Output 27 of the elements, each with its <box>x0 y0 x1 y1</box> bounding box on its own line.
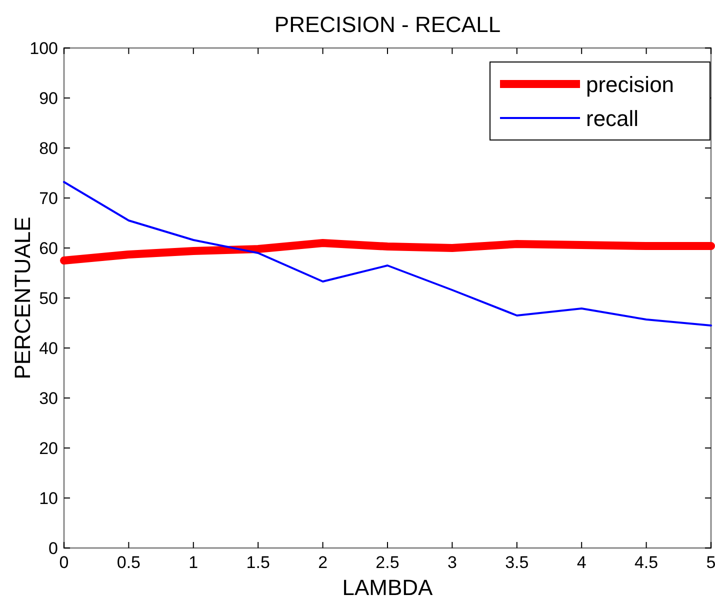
y-tick-label: 10 <box>39 489 58 508</box>
y-tick-label: 80 <box>39 139 58 158</box>
y-tick-label: 60 <box>39 239 58 258</box>
y-tick-label: 20 <box>39 439 58 458</box>
x-tick-label: 3 <box>447 553 457 572</box>
x-tick-label: 5 <box>706 553 715 572</box>
y-tick-label: 100 <box>30 39 58 58</box>
x-tick-label: 4.5 <box>634 553 658 572</box>
y-tick-label: 70 <box>39 189 58 208</box>
y-tick-label: 0 <box>48 539 58 558</box>
y-tick-label: 30 <box>39 389 58 408</box>
x-tick-label: 2 <box>318 553 328 572</box>
y-tick-label: 90 <box>39 89 58 108</box>
x-tick-label: 3.5 <box>505 553 529 572</box>
x-tick-label: 2.5 <box>376 553 400 572</box>
x-tick-label: 1 <box>188 553 198 572</box>
x-tick-label: 0.5 <box>116 553 141 572</box>
legend-label: recall <box>586 106 639 131</box>
line-series <box>63 181 712 326</box>
x-axis-title: LAMBDA <box>342 575 434 600</box>
x-tick-label: 1.5 <box>246 553 270 572</box>
legend-label: precision <box>586 72 674 97</box>
x-tick-label: 4 <box>576 553 586 572</box>
y-tick-label: 50 <box>39 289 58 308</box>
y-axis-title: PERCENTUALE <box>10 216 35 380</box>
chart-title: PRECISION - RECALL <box>274 12 501 37</box>
y-tick-label: 40 <box>39 339 58 358</box>
